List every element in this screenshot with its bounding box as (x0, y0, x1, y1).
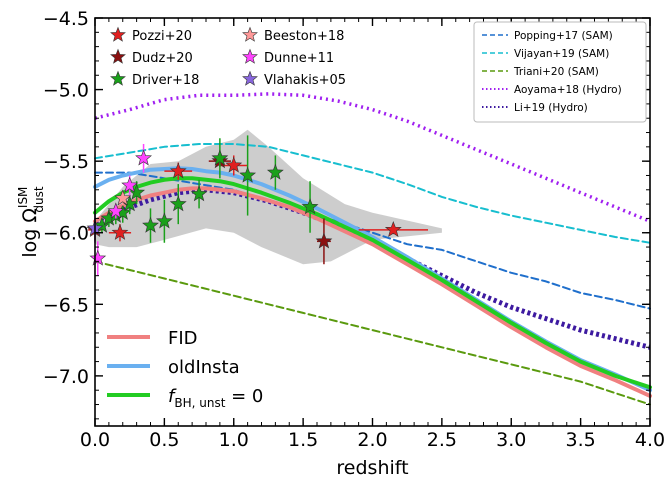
legend-marker-obs-2 (110, 70, 126, 86)
x-tick-label: 4.0 (635, 429, 664, 451)
obs-point-4-2 (121, 176, 139, 193)
legend-marker-obs-0 (110, 26, 126, 42)
y-tick-label: −6.0 (43, 223, 89, 245)
y-tick-label: −4.5 (43, 8, 89, 30)
legend-marker-obs-3 (242, 26, 258, 42)
obs-point-2-6 (142, 216, 159, 233)
obs-point-2-9 (190, 185, 208, 202)
legend-marker-obs-4 (242, 48, 258, 64)
legend-label-model-1: oldInsta (168, 357, 240, 378)
obs-point-0-1 (111, 223, 129, 240)
x-tick-label: 0.0 (80, 429, 110, 451)
y-tick-label: −7.0 (43, 366, 89, 388)
y-tick-label: −5.0 (43, 80, 89, 102)
series-lines (93, 92, 652, 406)
obs-point-0-3 (225, 156, 243, 173)
legend-label-sim-2: Triani+20 (SAM) (513, 66, 599, 78)
x-tick-label: 1.0 (219, 429, 249, 451)
obs-point-2-13 (301, 198, 319, 215)
legend-label-sim-3: Aoyama+18 (Hydro) (514, 84, 622, 96)
obs-point-2-12 (266, 163, 284, 180)
series-line-3 (94, 92, 651, 223)
obs-point-4-1 (107, 202, 125, 219)
legend-label-sim-0: Popping+17 (SAM) (514, 30, 613, 42)
obs-point-1-1 (315, 232, 333, 249)
x-axis-label: redshift (336, 457, 408, 479)
obs-point-3-0 (114, 189, 132, 206)
x-tick-label: 3.5 (566, 429, 596, 451)
legend-label-obs-0: Pozzi+20 (132, 29, 192, 44)
series-line-1 (94, 143, 651, 244)
legend-label-obs-3: Beeston+18 (264, 29, 344, 44)
series-line-7 (93, 176, 652, 390)
legend-label-model-0: FID (168, 328, 198, 349)
legend-models: FID oldInsta fBH, unst = 0 (107, 328, 263, 410)
y-axis-label: log ΩISM dust (16, 186, 46, 258)
y-tick-label: −5.5 (43, 151, 89, 173)
legend-label-sim-4: Li+19 (Hydro) (514, 102, 588, 114)
obs-point-2-11 (239, 166, 257, 183)
legend-marker-obs-5 (242, 70, 258, 86)
legend-marker-obs-1 (110, 48, 126, 64)
legend-label-obs-4: Dunne+11 (264, 51, 334, 66)
legend-label-obs-5: Vlahakis+05 (264, 73, 346, 88)
obs-point-2-8 (169, 195, 187, 212)
legend-label-obs-2: Driver+18 (132, 73, 199, 88)
x-tick-label: 2.5 (427, 429, 457, 451)
obs-point-2-10 (211, 149, 229, 166)
obs-point-2-5 (128, 183, 146, 200)
obs-point-0-4 (384, 221, 402, 238)
obs-point-4-3 (135, 149, 152, 166)
axes: 0.0 0.5 1.0 1.5 2.0 2.5 3.0 3.5 4.0 −4.5 −5.0 −5.5 −… (43, 8, 664, 451)
x-tick-label: 1.5 (288, 429, 318, 451)
y-tick-label: −6.5 (43, 294, 89, 316)
series-line-0 (94, 171, 651, 310)
legend-label-obs-1: Dudz+20 (132, 51, 193, 66)
obs-point-2-7 (155, 212, 173, 229)
obs-point-0-2 (169, 162, 187, 179)
series-line-2 (94, 260, 651, 406)
legend-label-sim-1: Vijayan+19 (SAM) (514, 48, 609, 60)
x-tick-label: 3.0 (496, 429, 526, 451)
obs-point-4-0 (89, 249, 107, 266)
legend-simulations: Popping+17 (SAM) Vijayan+19 (SAM) Triani+2… (473, 21, 647, 123)
legend-label-model-2: fBH, unst = 0 (168, 386, 263, 410)
legend-observations: Pozzi+20 Dudz+20 Driver+18 Beeston+18 Dunne+… (110, 26, 346, 88)
legend-box (473, 21, 647, 123)
x-tick-label: 0.5 (149, 429, 179, 451)
series-line-5 (93, 186, 652, 398)
x-tick-label: 2.0 (357, 429, 387, 451)
axis-labels: redshift log ΩISM dust (16, 186, 409, 479)
